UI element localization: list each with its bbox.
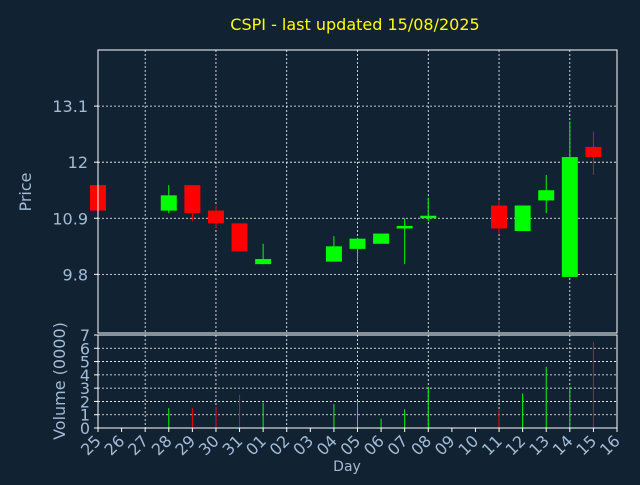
candle-body xyxy=(538,190,555,201)
price-tick-label: 10.9 xyxy=(52,209,88,228)
volume-bars xyxy=(168,341,594,428)
volume-tick-label: 5 xyxy=(80,353,90,372)
day-tick-label: 16 xyxy=(596,431,624,459)
candle-body xyxy=(420,215,437,219)
price-candles xyxy=(90,121,602,277)
candle-body xyxy=(349,238,366,249)
price-axis-label: Price xyxy=(16,172,35,211)
volume-tick-label: 0 xyxy=(80,419,90,438)
candle-body xyxy=(585,146,602,158)
volume-tick-label: 4 xyxy=(80,366,90,385)
candle-body xyxy=(160,195,177,211)
candle-body xyxy=(373,233,390,244)
day-axis-ticks: 2526272829303101020304050607080910111213… xyxy=(77,428,624,459)
chart-title: CSPI - last updated 15/08/2025 xyxy=(230,15,479,34)
candle-body xyxy=(396,225,413,229)
candle-body xyxy=(184,185,201,214)
volume-tick-label: 2 xyxy=(80,392,90,411)
price-tick-label: 13.1 xyxy=(52,97,88,116)
volume-tick-label: 7 xyxy=(80,326,90,345)
candle-body xyxy=(514,205,531,232)
candle-body xyxy=(231,223,248,252)
volume-tick-label: 1 xyxy=(80,406,90,425)
volume-tick-label: 6 xyxy=(80,339,90,358)
price-tick-label: 12 xyxy=(68,153,88,172)
candle-body xyxy=(491,205,508,229)
volume-tick-label: 3 xyxy=(80,379,90,398)
volume-axis-label: Volume (0000) xyxy=(50,322,69,440)
price-tick-label: 9.8 xyxy=(63,265,88,284)
price-panel-frame xyxy=(97,49,618,334)
day-axis-label: Day xyxy=(333,459,361,475)
price-axis-ticks: 9.8 10.9 12 13.1 xyxy=(52,97,98,284)
candle-body xyxy=(561,157,578,277)
candle-body xyxy=(325,246,342,262)
candle-body xyxy=(255,259,272,265)
candle-body xyxy=(207,210,224,224)
